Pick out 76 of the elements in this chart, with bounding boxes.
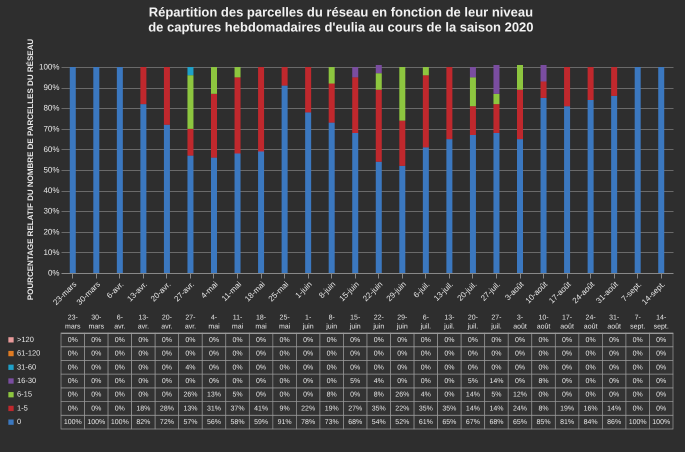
bar — [164, 124, 170, 273]
bar — [328, 84, 335, 123]
bar — [517, 139, 523, 273]
bar — [187, 67, 194, 76]
y-tick-label: 70% — [43, 124, 60, 134]
bar — [140, 67, 146, 104]
bar — [187, 156, 194, 273]
bar — [352, 67, 358, 78]
bar — [470, 67, 476, 78]
bar — [540, 81, 547, 98]
y-tick-label: 20% — [43, 227, 60, 236]
bar — [187, 128, 194, 156]
bar — [376, 73, 382, 90]
bar — [399, 67, 406, 121]
bar — [234, 154, 241, 273]
bar — [470, 77, 476, 106]
bar — [352, 132, 358, 273]
bar — [634, 67, 641, 273]
bar — [422, 67, 429, 76]
bar — [116, 67, 123, 273]
bar — [282, 67, 288, 86]
bar — [493, 132, 500, 273]
bar — [564, 106, 570, 273]
bar — [234, 77, 241, 154]
bar — [588, 100, 594, 273]
y-tick-label: 0% — [48, 268, 60, 278]
y-tick-label: 40% — [43, 186, 60, 196]
y-tick-label: 10% — [43, 248, 60, 257]
y-tick-label: 30% — [43, 206, 60, 216]
y-tick-label: 100% — [39, 62, 60, 72]
bar — [658, 67, 664, 273]
bar — [588, 67, 594, 100]
bar — [211, 158, 217, 273]
bar — [376, 65, 382, 74]
bar — [422, 75, 429, 148]
bar — [399, 120, 406, 166]
bar — [328, 122, 335, 273]
bar — [611, 67, 618, 96]
y-tick-label: 90% — [43, 83, 60, 92]
bar — [211, 67, 217, 94]
bar — [305, 67, 312, 112]
bar — [187, 75, 194, 129]
bar — [470, 106, 476, 136]
bar — [540, 65, 547, 82]
bar — [70, 67, 76, 273]
bar — [517, 90, 523, 140]
bar — [140, 104, 146, 273]
y-axis-title: POURCENTAGE RELATIF DU NOMBRE DE PARCELLES DU RÉSEAU — [25, 38, 36, 300]
bar — [258, 151, 264, 273]
bar — [493, 94, 500, 104]
bar — [470, 135, 476, 273]
y-tick-label: 50% — [43, 166, 60, 175]
bar — [493, 104, 500, 133]
bar — [446, 139, 452, 273]
bar — [352, 77, 358, 133]
bar — [93, 67, 100, 273]
bar — [517, 65, 523, 90]
bar — [376, 162, 382, 273]
bar — [164, 67, 170, 125]
bar — [328, 67, 335, 84]
bar — [564, 67, 570, 106]
bar — [211, 94, 217, 158]
bar — [234, 67, 241, 78]
chart-title: Répartition des parcelles du réseau en fonction de leur niveau de captures hebdomadaires d'eulia au cours de la saison 2020 — [148, 4, 534, 34]
bar — [305, 112, 312, 273]
bar — [282, 86, 288, 273]
bar — [258, 67, 264, 152]
bar — [422, 147, 429, 273]
y-tick-label: 60% — [43, 144, 60, 154]
y-tick-label: 80% — [43, 104, 60, 113]
bar — [446, 67, 452, 140]
bar — [376, 90, 382, 162]
bar — [399, 166, 406, 273]
bar — [493, 65, 500, 94]
bar — [540, 98, 547, 273]
bar — [611, 96, 618, 273]
